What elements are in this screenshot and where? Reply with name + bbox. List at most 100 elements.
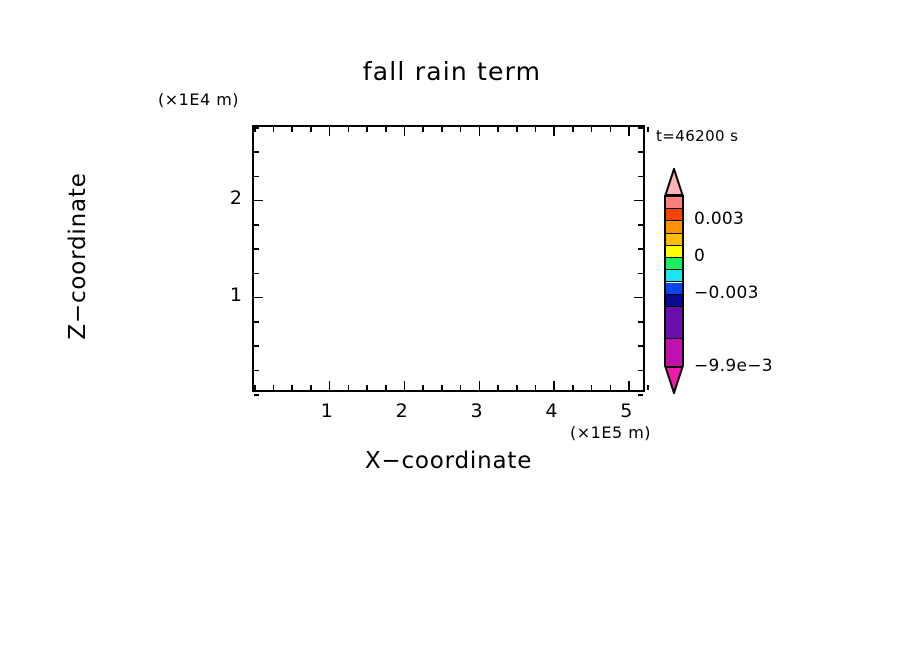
colorbar-tick-label: 0.003 [694,209,745,230]
x-axis-minor-tick [347,385,350,390]
x-axis-tick-label: 1 [320,400,333,422]
x-axis-major-tick [403,127,406,136]
x-axis-major-tick [478,127,481,136]
colorbar-band [666,294,682,307]
colorbar-band [666,209,682,222]
x-axis-minor-tick [254,385,256,390]
x-axis-units-label: (×1E5 m) [570,423,652,442]
x-axis-minor-tick [347,127,350,132]
x-axis-minor-tick [609,127,612,132]
x-axis-minor-tick [497,127,499,132]
x-axis-tick-label: 4 [545,400,558,422]
x-axis-major-tick [403,381,406,390]
colorbar-arrow-top-icon [664,168,684,196]
x-axis-major-tick [478,381,481,390]
x-axis-minor-tick [422,127,424,132]
x-axis-minor-tick [647,127,649,132]
colorbar-band [666,197,682,210]
x-axis-minor-tick [310,127,312,132]
y-axis-major-tick [254,199,263,202]
x-axis-minor-tick [291,127,293,132]
y-axis-major-tick [634,296,643,299]
x-axis-minor-tick [572,127,574,132]
x-axis-minor-tick [441,127,443,132]
colorbar-band [666,233,682,246]
x-axis-major-tick [628,381,630,390]
x-axis-minor-tick [385,127,387,132]
y-axis-minor-tick [254,151,259,153]
x-axis-minor-tick [291,385,293,390]
x-axis-title: X−coordinate [364,448,533,474]
x-axis-minor-tick [516,127,518,132]
y-axis-minor-tick [638,224,643,226]
colorbar-band [666,282,682,295]
colorbar-tick-label: 0 [694,246,706,267]
x-axis-minor-tick [590,385,593,390]
x-axis-minor-tick [459,127,462,132]
x-axis-minor-tick [422,385,424,390]
y-axis-minor-tick [638,272,643,275]
x-axis-minor-tick [609,385,612,390]
y-axis-minor-tick [638,394,643,396]
x-axis-minor-tick [385,385,387,390]
colorbar-band [666,270,682,283]
colorbar-tick-label: −9.9e−3 [694,356,773,376]
x-axis-major-tick [553,381,555,390]
colorbar-band [666,258,682,271]
x-axis-minor-tick [534,385,537,390]
y-axis-minor-tick [638,151,643,153]
colorbar-band [666,338,682,368]
colorbar: 0.003 0 −0.003 −9.9e−3 [664,168,773,394]
y-axis-minor-tick [638,175,643,178]
x-axis-major-tick [628,127,630,136]
x-axis-minor-tick [310,385,312,390]
y-axis-minor-tick [638,369,643,372]
y-axis-minor-tick [254,224,259,226]
colorbar-band [666,221,682,234]
x-axis-minor-tick [572,385,574,390]
page-title: fall rain term [362,57,542,86]
x-axis-minor-tick [366,385,368,390]
colorbar-bands [664,195,684,368]
y-axis-tick-label: 2 [229,186,242,209]
y-axis-minor-tick [638,345,643,347]
x-axis-minor-tick [497,385,499,390]
y-axis-major-tick [254,296,263,299]
x-axis-minor-tick [647,385,649,390]
x-axis-minor-tick [254,127,256,132]
y-axis-units-label: (×1E4 m) [158,90,240,109]
time-stamp-label: t=46200 s [656,127,739,145]
y-axis-minor-tick [254,369,259,372]
y-axis-minor-tick [638,127,643,129]
x-axis-tick-label: 3 [470,400,483,422]
x-axis-minor-tick [272,127,275,132]
x-axis-minor-tick [590,127,593,132]
colorbar-arrow-bottom-icon [664,366,684,394]
x-axis-minor-tick [272,385,275,390]
x-axis-major-tick [328,381,331,390]
y-axis-minor-tick [254,321,259,323]
y-axis-minor-tick [254,345,259,347]
y-axis-minor-tick [254,175,259,178]
colorbar-band [666,245,682,259]
y-axis-minor-tick [254,394,259,396]
colorbar-band [666,306,682,339]
x-axis-minor-tick [459,385,462,390]
y-axis-minor-tick [254,127,259,129]
x-axis-minor-tick [516,385,518,390]
y-axis-minor-tick [638,248,643,250]
y-axis-minor-tick [254,248,259,250]
x-axis-minor-tick [441,385,443,390]
x-axis-tick-label: 5 [620,400,633,422]
x-axis-minor-tick [534,127,537,132]
y-axis-tick-label: 1 [229,283,242,306]
x-axis-tick-label: 2 [395,400,408,422]
y-axis-minor-tick [638,321,643,323]
x-axis-major-tick [328,127,331,136]
plot-area [252,125,649,396]
colorbar-tick-label: −0.003 [694,282,759,303]
x-axis-minor-tick [366,127,368,132]
x-axis-major-tick [553,127,555,136]
y-axis-minor-tick [254,272,259,275]
